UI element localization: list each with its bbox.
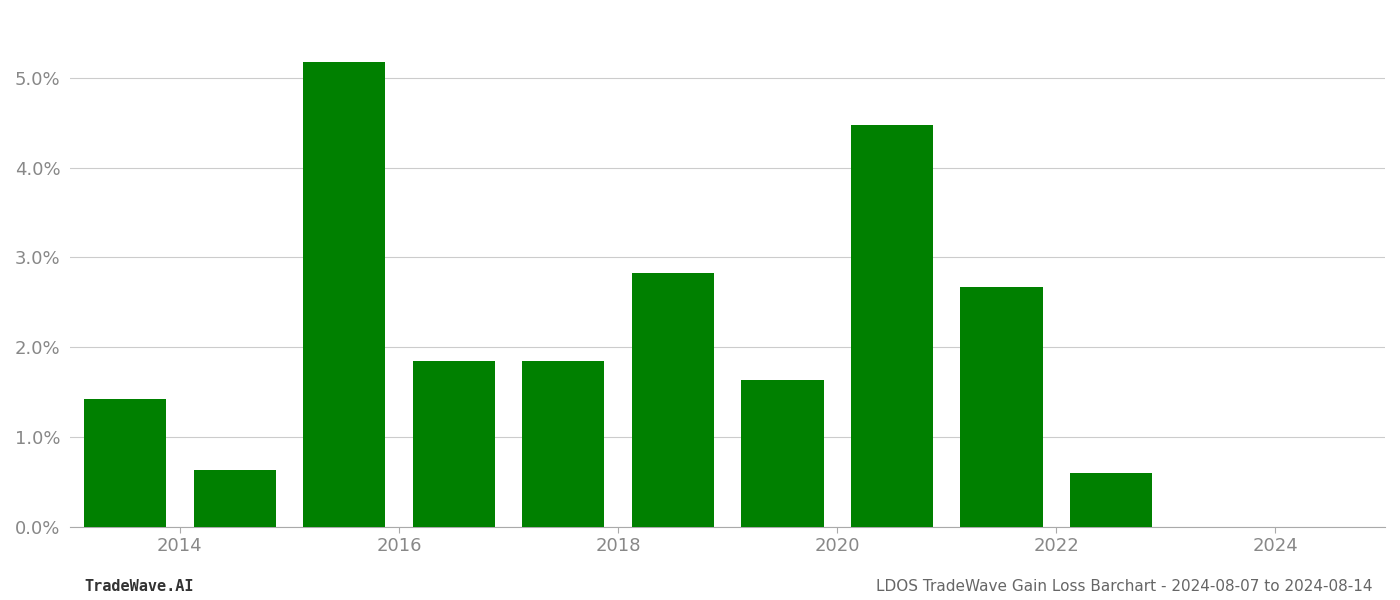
Bar <box>84 399 167 527</box>
Bar <box>631 274 714 527</box>
Bar <box>1070 473 1152 527</box>
Bar <box>742 380 823 527</box>
Bar <box>413 361 494 527</box>
Bar <box>522 361 605 527</box>
Bar <box>960 287 1043 527</box>
Bar <box>304 62 385 527</box>
Bar <box>851 125 932 527</box>
Bar <box>193 470 276 527</box>
Text: TradeWave.AI: TradeWave.AI <box>84 579 193 594</box>
Text: LDOS TradeWave Gain Loss Barchart - 2024-08-07 to 2024-08-14: LDOS TradeWave Gain Loss Barchart - 2024… <box>875 579 1372 594</box>
